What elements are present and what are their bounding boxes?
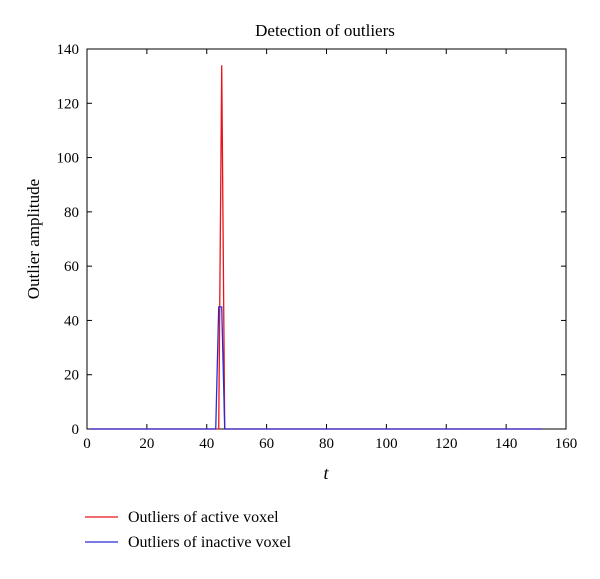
y-axis-label: Outlier amplitude — [24, 179, 43, 299]
x-tick-label: 80 — [319, 436, 334, 452]
x-tick-label: 40 — [199, 436, 214, 452]
x-tick-label: 20 — [139, 436, 154, 452]
y-tick-label: 20 — [64, 368, 79, 384]
plot-frame — [86, 48, 567, 430]
x-tick-label: 140 — [495, 436, 518, 452]
x-tick-label: 0 — [83, 436, 91, 452]
y-tick-label: 120 — [57, 96, 80, 112]
legend-label: Outliers of active voxel — [128, 509, 279, 526]
legend: Outliers of active voxel Outliers of inac… — [85, 509, 292, 551]
y-tick-label: 60 — [64, 259, 79, 275]
legend-label: Outliers of inactive voxel — [128, 534, 292, 551]
y-tick-label: 40 — [64, 313, 79, 329]
chart-title: Detection of outliers — [255, 21, 395, 40]
ticks-layer: 0 20 40 60 80 100 120 140 160 0 20 40 60 80 100 120 140 — [57, 42, 578, 452]
y-tick-label: 80 — [64, 205, 79, 221]
series-line-active-voxel — [89, 65, 543, 430]
x-tick-label: 100 — [375, 436, 398, 452]
y-tick-label: 0 — [72, 422, 80, 438]
x-tick-label: 60 — [259, 436, 274, 452]
x-tick-label: 160 — [555, 436, 578, 452]
series-line-inactive-voxel — [89, 306, 543, 430]
x-axis-label: t — [323, 463, 329, 483]
y-tick-label: 100 — [57, 151, 80, 167]
x-tick-label: 120 — [435, 436, 458, 452]
series-layer — [89, 65, 543, 430]
y-tick-label: 140 — [57, 42, 80, 58]
